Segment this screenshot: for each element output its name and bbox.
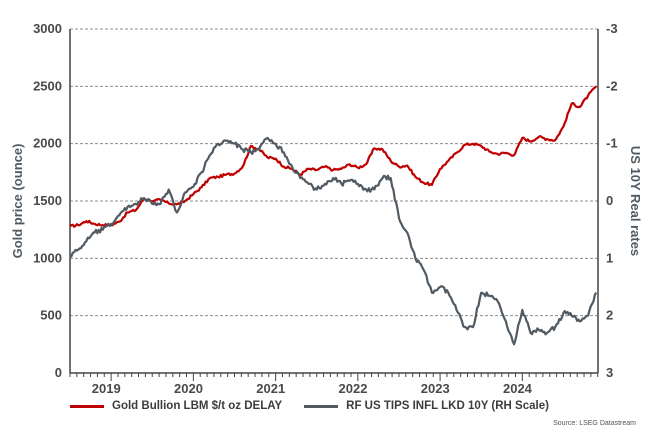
- x-tick-label: 2022: [339, 381, 368, 396]
- left-tick-label: 0: [55, 365, 62, 380]
- x-tick-label: 2020: [174, 381, 203, 396]
- real-rate-line: [69, 136, 598, 346]
- legend-label-gold: Gold Bullion LBM $/t oz DELAY: [112, 400, 283, 412]
- right-tick-label: 2: [606, 308, 613, 323]
- right-tick-label: -2: [606, 78, 618, 93]
- right-axis-ticks: 3 2 1 0 -1 -2 -3: [606, 21, 618, 380]
- right-tick-label: 1: [606, 250, 613, 265]
- left-tick-label: 1000: [33, 250, 62, 265]
- x-tick-label: 2023: [421, 381, 450, 396]
- x-axis-ticks: 2019 2020 2021 2022 2023 2024: [92, 381, 533, 396]
- x-tick-label: 2019: [92, 381, 121, 396]
- right-tick-label: 0: [606, 193, 613, 208]
- legend: Gold Bullion LBM $/t oz DELAY RF US TIPS…: [70, 400, 549, 412]
- x-tick-label: 2021: [256, 381, 285, 396]
- legend-swatch-tips: [304, 404, 339, 408]
- x-tick-label: 2024: [503, 381, 533, 396]
- left-tick-label: 500: [40, 308, 62, 323]
- right-tick-label: 3: [606, 365, 613, 380]
- legend-item-gold: Gold Bullion LBM $/t oz DELAY: [70, 400, 282, 412]
- left-axis-title: Gold price (ounce): [10, 144, 25, 259]
- axes: [69, 29, 599, 381]
- left-tick-label: 2000: [33, 136, 62, 151]
- gridlines: [70, 28, 598, 317]
- right-tick-label: -3: [606, 21, 618, 36]
- gold-price-line: [69, 85, 598, 228]
- source-note: Source: LSEG Datastream: [553, 420, 636, 427]
- series-lines: [69, 85, 598, 346]
- left-tick-label: 3000: [33, 21, 62, 36]
- left-axis-ticks: 0 500 1000 1500 2000 2500 3000: [33, 21, 62, 380]
- legend-swatch-gold: [70, 404, 104, 408]
- legend-item-tips: RF US TIPS INFL LKD 10Y (RH Scale): [304, 400, 549, 412]
- left-tick-label: 1500: [33, 193, 62, 208]
- right-axis-title: US 10Y Real rates: [628, 146, 643, 256]
- left-tick-label: 2500: [33, 78, 62, 93]
- legend-label-tips: RF US TIPS INFL LKD 10Y (RH Scale): [346, 400, 549, 412]
- right-tick-label: -1: [606, 136, 618, 151]
